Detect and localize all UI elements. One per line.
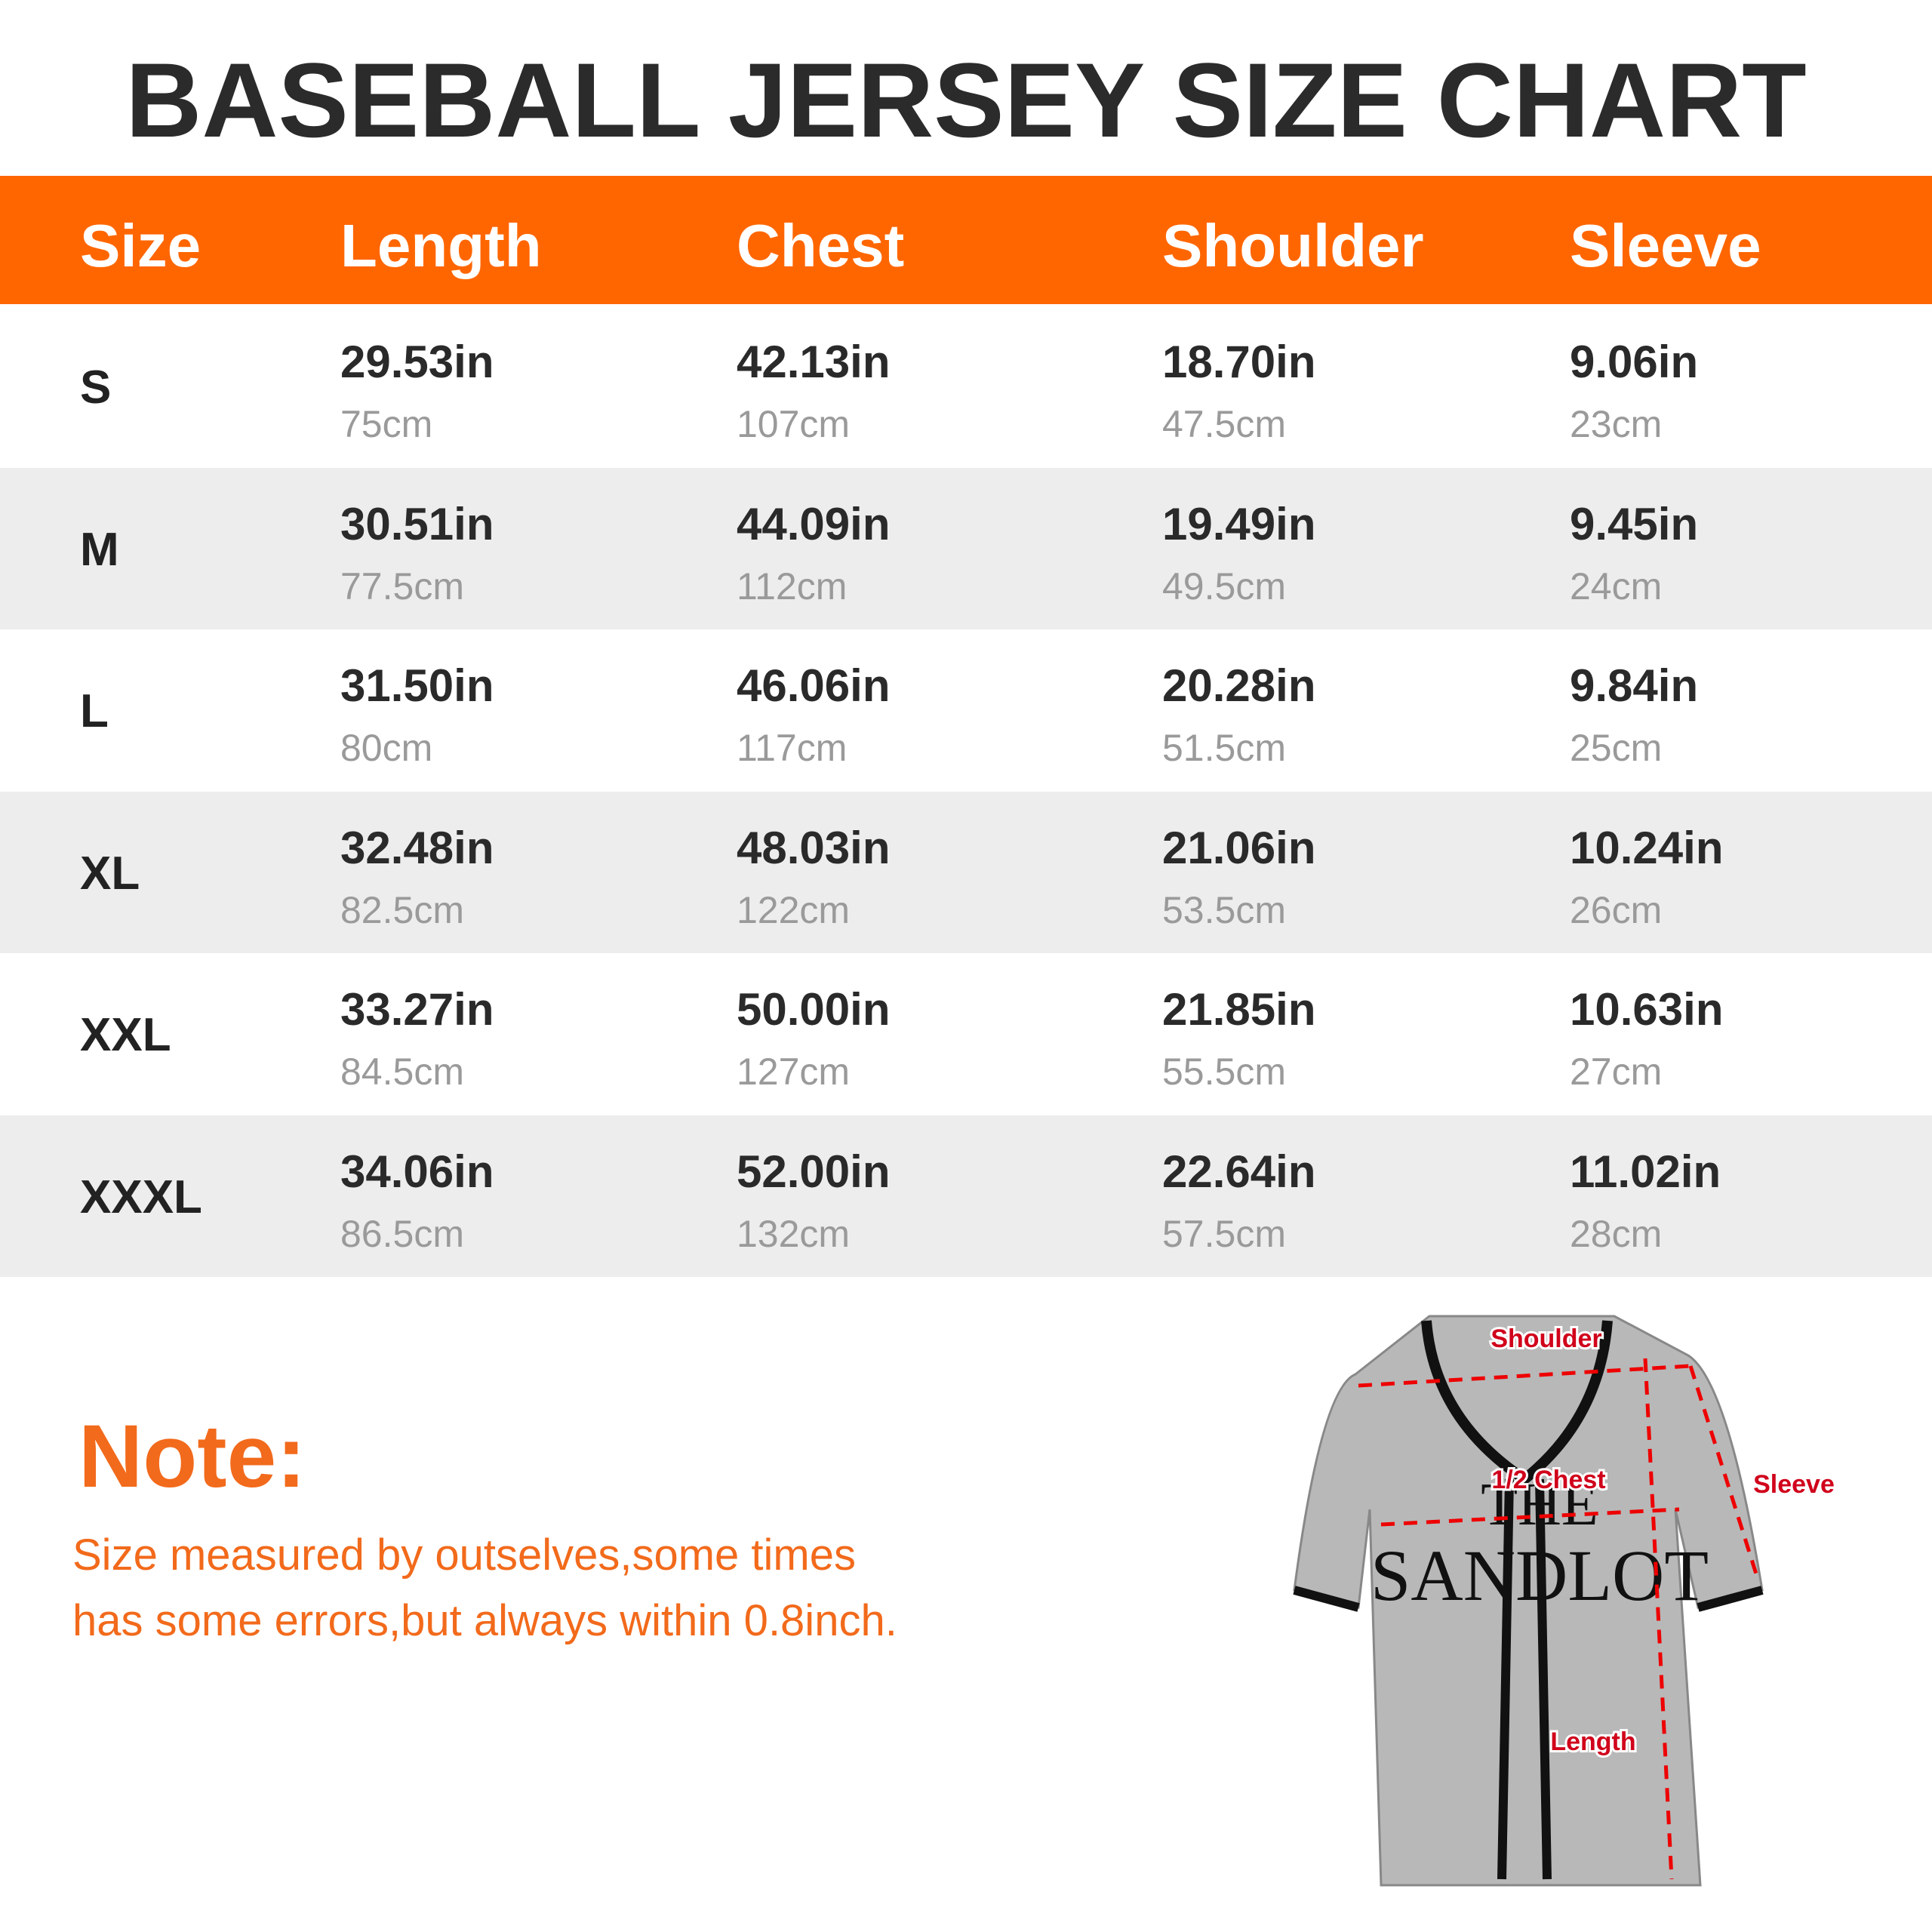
inch-value: 21.85in [1162, 984, 1316, 1035]
table-row [0, 467, 1932, 629]
cm-value: 127cm [737, 1051, 851, 1093]
header-cell: Chest [737, 212, 905, 279]
size-cell: XXXL [80, 1171, 202, 1223]
size-cell: S [80, 361, 112, 414]
inch-value: 50.00in [737, 984, 891, 1035]
header-cell: Sleeve [1570, 212, 1761, 279]
inch-value: 9.45in [1570, 498, 1699, 549]
cm-value: 47.5cm [1162, 403, 1286, 445]
note-heading: Note: [78, 1407, 306, 1506]
cm-value: 26cm [1570, 888, 1663, 931]
label-sleeve: Sleeve [1753, 1470, 1835, 1499]
size-cell: M [80, 523, 119, 576]
label-chest: 1/2 Chest [1491, 1466, 1605, 1494]
table-row [0, 791, 1932, 953]
cm-value: 75cm [340, 403, 433, 445]
cm-value: 80cm [340, 727, 433, 769]
cm-value: 25cm [1570, 727, 1663, 769]
table-header [0, 176, 1932, 304]
cm-value: 84.5cm [340, 1051, 464, 1093]
inch-value: 44.09in [737, 498, 891, 549]
inch-value: 34.06in [340, 1146, 494, 1197]
measure-lines [1358, 1358, 1761, 1880]
inch-value: 29.53in [340, 337, 494, 387]
jersey-collar [1421, 1320, 1613, 1486]
inch-value: 20.28in [1162, 660, 1316, 711]
table-row [0, 629, 1932, 791]
inch-value: 21.06in [1162, 822, 1316, 873]
inch-value: 46.06in [737, 660, 891, 711]
inch-value: 11.02in [1570, 1146, 1721, 1197]
inch-value: 42.13in [737, 337, 891, 387]
cm-value: 132cm [737, 1212, 851, 1255]
cm-value: 86.5cm [340, 1212, 464, 1255]
cm-value: 23cm [1570, 403, 1663, 445]
cm-value: 112cm [737, 565, 848, 608]
cm-value: 51.5cm [1162, 727, 1286, 769]
inch-value: 31.50in [340, 660, 494, 711]
cm-value: 107cm [737, 403, 851, 445]
table-row [0, 1115, 1932, 1277]
jersey-placket [1535, 1478, 1552, 1880]
inch-value: 33.27in [340, 984, 494, 1035]
cm-value: 82.5cm [340, 888, 464, 931]
cm-value: 55.5cm [1162, 1051, 1286, 1093]
note-line: has some errors,but always within 0.8inc… [72, 1596, 897, 1645]
cm-value: 57.5cm [1162, 1212, 1286, 1255]
table-row [0, 306, 1932, 467]
note-line: Size measured by outselves,some times [72, 1531, 856, 1580]
cm-value: 28cm [1570, 1212, 1663, 1255]
label-shoulder: Shoulder [1491, 1324, 1601, 1353]
header-cell: Length [340, 212, 542, 279]
label-length: Length [1550, 1727, 1635, 1756]
jersey-cuff [1293, 1586, 1360, 1612]
inch-value: 19.49in [1162, 498, 1316, 549]
size-cell: XL [80, 847, 140, 900]
cm-value: 24cm [1570, 565, 1663, 608]
table-row [0, 953, 1932, 1115]
jersey-placket [1497, 1478, 1514, 1880]
inch-value: 18.70in [1162, 337, 1316, 387]
inch-value: 22.64in [1162, 1146, 1316, 1197]
inch-value: 32.48in [340, 822, 494, 873]
cm-value: 77.5cm [340, 565, 464, 608]
inch-value: 52.00in [737, 1146, 891, 1197]
inch-value: 9.06in [1570, 337, 1699, 387]
cm-value: 49.5cm [1162, 565, 1286, 608]
jersey-cuff [1697, 1586, 1764, 1612]
cm-value: 122cm [737, 888, 851, 931]
title: BASEBALL JERSEY SIZE CHART [125, 41, 1807, 159]
inch-value: 10.63in [1570, 984, 1724, 1035]
inch-value: 10.24in [1570, 822, 1724, 873]
inch-value: 30.51in [340, 498, 494, 549]
header-cell: Shoulder [1162, 212, 1424, 279]
cm-value: 27cm [1570, 1051, 1663, 1093]
logo: THE [1481, 1472, 1598, 1538]
inch-value: 9.84in [1570, 660, 1699, 711]
cm-value: 53.5cm [1162, 888, 1286, 931]
size-cell: L [80, 685, 109, 737]
logo: SANDLOT [1371, 1535, 1709, 1616]
jersey-body [1293, 1315, 1764, 1887]
cm-value: 117cm [737, 727, 848, 769]
size-cell: XXL [80, 1009, 171, 1061]
header-cell: Size [80, 212, 202, 279]
inch-value: 48.03in [737, 822, 891, 873]
